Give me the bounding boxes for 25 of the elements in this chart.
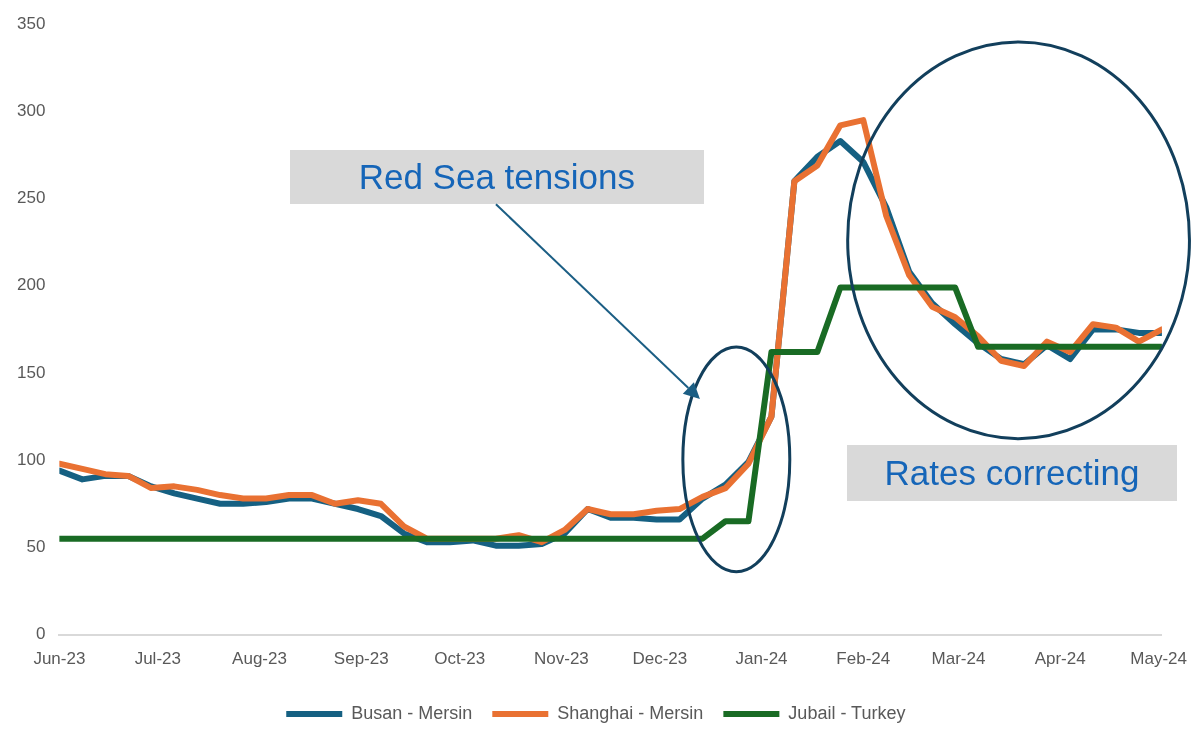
y-tick-label: 50 xyxy=(26,537,46,557)
y-tick-label: 250 xyxy=(16,188,46,208)
x-tick-label: May-24 xyxy=(1130,649,1187,669)
x-tick-label: Oct-23 xyxy=(434,649,486,669)
y-tick-label: 100 xyxy=(16,449,46,469)
y-tick-label: 300 xyxy=(16,101,46,121)
x-tick-label: Jul-23 xyxy=(134,649,181,669)
x-tick-label: Jun-23 xyxy=(33,649,86,669)
x-tick-label: Aug-23 xyxy=(232,649,287,669)
x-tick-label: Jan-24 xyxy=(735,649,788,669)
x-tick-label: Nov-23 xyxy=(534,649,589,669)
y-tick-label: 150 xyxy=(16,362,46,382)
y-tick-label: 200 xyxy=(16,275,46,295)
y-tick-label: 0 xyxy=(35,624,46,644)
x-tick-label: Dec-23 xyxy=(632,649,688,669)
legend-label: Jubail - Turkey xyxy=(788,702,906,723)
x-tick-label: Sep-23 xyxy=(333,649,389,669)
legend-label: Busan - Mersin xyxy=(351,702,473,723)
annotation: Rates correcting xyxy=(884,452,1140,493)
x-tick-label: Apr-24 xyxy=(1034,649,1086,669)
x-tick-label: Mar-24 xyxy=(931,649,986,669)
annotation: Red Sea tensions xyxy=(358,156,635,197)
y-tick-label: 350 xyxy=(16,13,46,33)
x-tick-label: Feb-24 xyxy=(836,649,891,669)
legend-label: Shanghai - Mersin xyxy=(557,702,704,723)
